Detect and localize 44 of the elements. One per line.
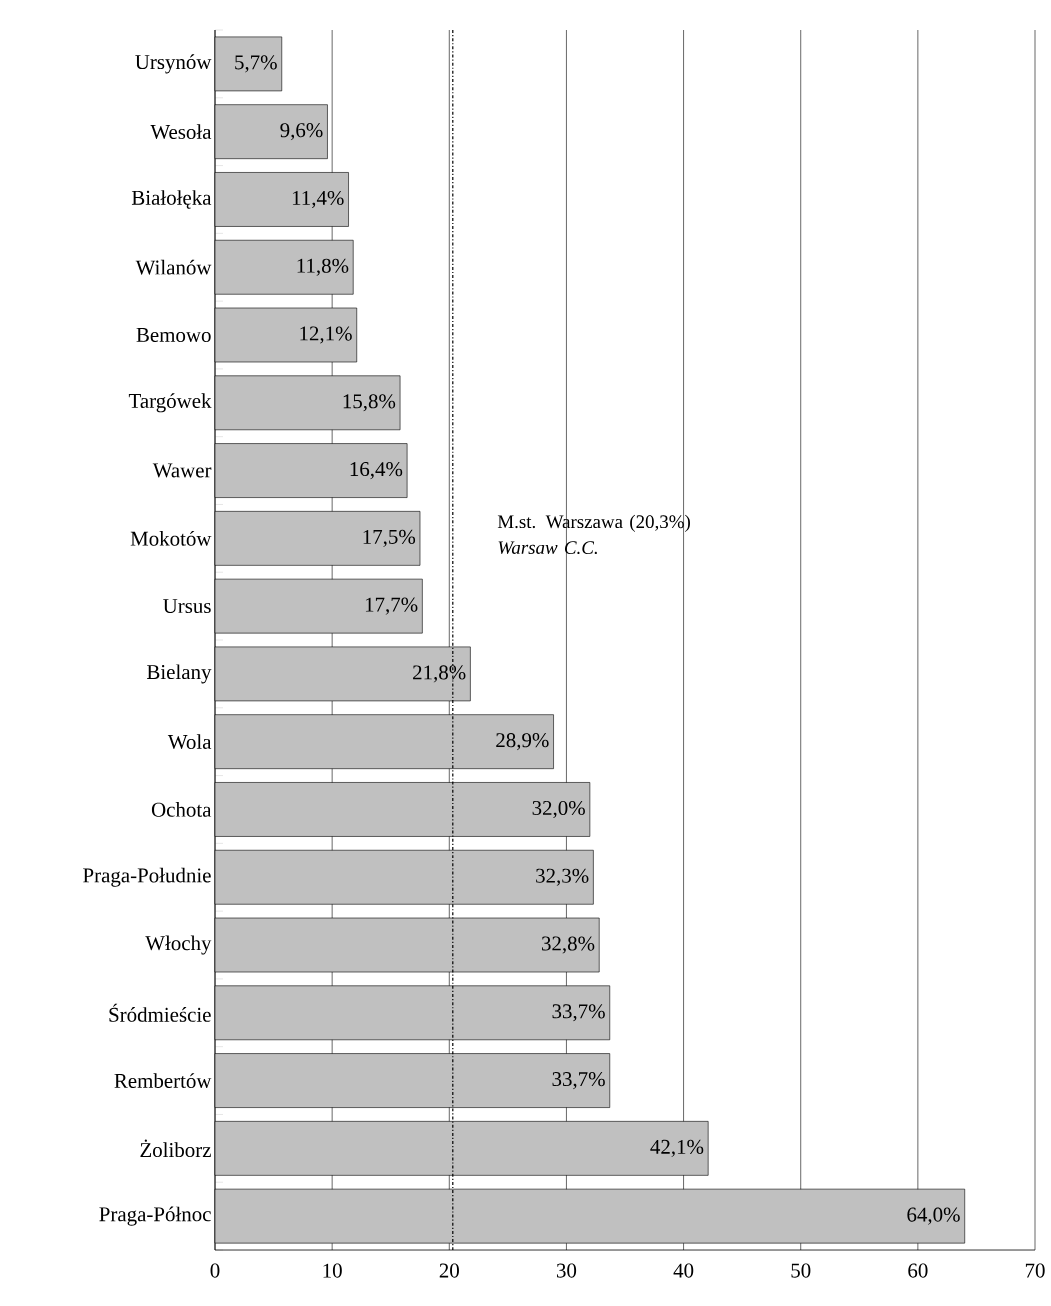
y-tick-label: Wesoła <box>150 124 212 140</box>
data-label: 16,4% <box>350 462 403 480</box>
data-label: 42,1% <box>650 1139 704 1157</box>
data-label: 28,9% <box>496 733 549 751</box>
y-tick-label: Włochy <box>145 935 212 955</box>
data-label: 12,1% <box>300 326 352 344</box>
y-tick-label: Śródmieście <box>109 1003 211 1022</box>
y-tick-label: Ursynów <box>135 54 212 74</box>
y-tick-label: Żoliborz <box>140 1139 211 1158</box>
data-label: 5,7% <box>235 55 277 73</box>
data-label: 9,6% <box>280 123 323 141</box>
x-tick-label: 40 <box>673 1263 694 1278</box>
y-tick-label: Białołęka <box>131 190 212 209</box>
data-label: 15,8% <box>343 394 396 412</box>
y-tick-label: Rembertów <box>114 1073 212 1088</box>
x-tick-label: 20 <box>439 1263 459 1278</box>
y-tick-label: Targówek <box>128 393 212 413</box>
x-tick-label: 50 <box>791 1263 811 1278</box>
y-tick-label: Mokotów <box>130 530 212 546</box>
x-tick-label: 10 <box>323 1263 342 1278</box>
y-tick-label: Praga-Północ <box>99 1206 211 1226</box>
x-tick-label: 60 <box>908 1263 928 1278</box>
y-tick-label: Bemowo <box>136 328 211 342</box>
data-label: 11,8% <box>297 258 349 276</box>
y-tick-label: Ochota <box>151 802 212 817</box>
data-label: 32,8% <box>541 936 595 954</box>
data-label: 17,7% <box>365 597 418 615</box>
x-tick-label: 0 <box>210 1263 220 1278</box>
x-tick-label: 70 <box>1025 1263 1045 1278</box>
data-label: 21,8% <box>413 665 466 683</box>
x-tick-label: 30 <box>556 1263 577 1278</box>
data-label: 33,7% <box>552 1004 605 1022</box>
y-tick-label: Wawer <box>152 463 212 478</box>
data-label: 32,0% <box>532 800 585 819</box>
data-label: 64,0% <box>907 1207 960 1225</box>
data-label: 32,3% <box>536 868 589 886</box>
data-label: 11,4% <box>292 190 344 209</box>
y-tick-label: Bielany <box>147 664 212 684</box>
y-tick-label: Praga-Południe <box>83 867 211 887</box>
y-tick-label: Wola <box>167 734 212 750</box>
y-tick-label: Ursus <box>163 599 211 614</box>
data-label: 33,7% <box>552 1072 605 1090</box>
y-tick-label: Wilanów <box>135 259 212 275</box>
data-label: 17,5% <box>363 529 416 547</box>
